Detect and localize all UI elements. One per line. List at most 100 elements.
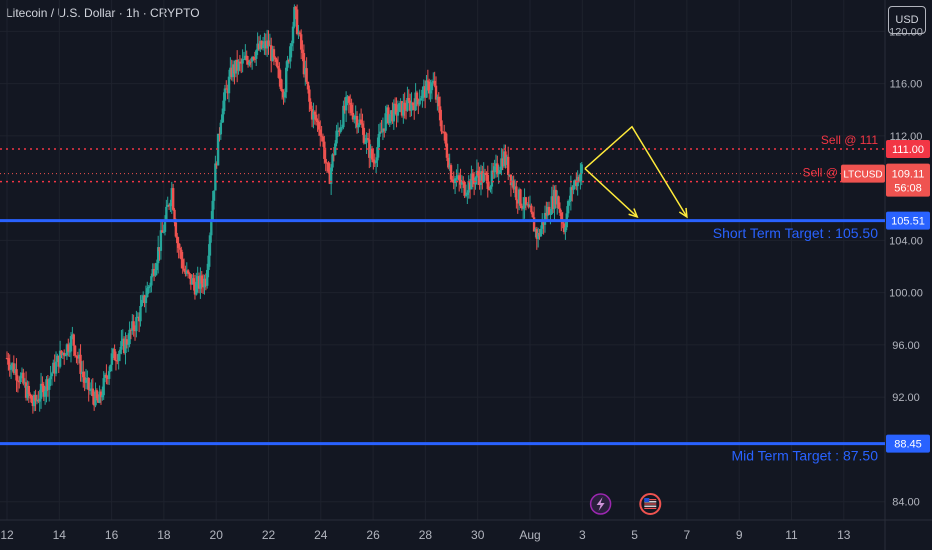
candle-body [410, 102, 413, 111]
candle-body [448, 165, 451, 168]
candle-body [402, 102, 405, 116]
candle-body [162, 231, 165, 233]
candle-body [523, 197, 526, 209]
candle-body [421, 89, 424, 99]
candle-body [411, 102, 415, 106]
candle-body [64, 355, 67, 357]
candle-body [261, 44, 265, 49]
candle-body [86, 378, 89, 380]
candle-body [233, 64, 236, 74]
candle-body [487, 188, 491, 190]
candle-body [423, 86, 427, 98]
series-label: Mid Term Target : 87.50 [731, 448, 878, 464]
candle-body [305, 68, 308, 82]
candle-body [241, 59, 244, 64]
x-tick-label: 12 [0, 528, 14, 542]
candle-body [560, 212, 563, 221]
candle-body [167, 204, 171, 207]
candle-body [33, 394, 36, 407]
candle-body [46, 379, 50, 390]
candle-body [504, 151, 507, 165]
candle-body [259, 41, 262, 50]
candle-body [437, 96, 440, 107]
candle-body [103, 374, 107, 379]
candle-body [174, 222, 178, 237]
candle-body [436, 96, 439, 100]
candle-body [531, 212, 534, 218]
candle-body [135, 317, 138, 332]
candle-body [449, 165, 453, 180]
candle-body [508, 174, 511, 176]
candle-body [546, 206, 549, 216]
candle-body [483, 173, 487, 175]
candle-body [580, 164, 583, 174]
candle-body [165, 206, 168, 220]
x-tick-label: 9 [736, 528, 743, 542]
flag-stripe [644, 505, 657, 507]
price-badge-88.45 [886, 434, 930, 453]
candle-body [18, 381, 21, 383]
candle-body [148, 285, 152, 287]
candle-body [312, 111, 315, 120]
candle-body [7, 358, 10, 365]
candle-body [166, 204, 169, 207]
series-label: Short Term Target : 105.50 [713, 225, 878, 241]
x-tick-label: 30 [471, 528, 485, 542]
candle-body [396, 111, 400, 116]
candle-body [218, 133, 221, 135]
candle-body [509, 174, 513, 186]
candle-body [381, 128, 385, 133]
candle-body [31, 402, 35, 407]
candle-body [524, 197, 528, 205]
candle-body [577, 176, 581, 182]
candle-body [229, 67, 232, 77]
candle-body [385, 107, 389, 114]
candle-body [492, 170, 495, 173]
candle-body [457, 175, 461, 180]
candle-body [186, 270, 190, 274]
candle-body [417, 99, 420, 105]
candle-body [572, 185, 575, 190]
candle-body [477, 170, 480, 176]
candle-body [554, 189, 558, 205]
candle-body [276, 65, 280, 69]
candle-body [197, 276, 201, 289]
candle-body [482, 173, 485, 183]
candle-body [265, 40, 269, 49]
candle-body [336, 130, 340, 132]
candle-body [220, 114, 224, 123]
candle-body [408, 100, 412, 111]
candle-body [475, 170, 479, 178]
candle-body [419, 98, 423, 101]
candle-body [344, 96, 348, 111]
candle-body [48, 379, 51, 390]
candle-body [109, 364, 112, 372]
candle-body [521, 208, 525, 210]
current-symbol-badge [841, 164, 885, 183]
candle-body [455, 178, 458, 180]
candle-body [56, 355, 59, 362]
y-tick-label: 116.00 [890, 79, 923, 91]
candle-body [131, 321, 134, 331]
candle-body [215, 163, 218, 166]
currency-button[interactable]: USD [888, 6, 926, 34]
candle-body [75, 355, 78, 357]
candle-body [274, 57, 277, 60]
candle-body [530, 205, 533, 213]
candle-body [13, 369, 17, 374]
candle-body [350, 104, 353, 113]
candle-body [151, 269, 154, 277]
candle-body [464, 194, 468, 196]
candle-body [98, 391, 101, 403]
candle-body [569, 187, 573, 201]
candle-body [238, 61, 242, 63]
candle-body [335, 130, 338, 144]
candle-body [564, 227, 567, 233]
candle-body [234, 59, 238, 74]
candle-body [260, 41, 263, 49]
candle-body [543, 212, 547, 225]
candle-body [573, 180, 577, 186]
candle-body [365, 138, 368, 143]
